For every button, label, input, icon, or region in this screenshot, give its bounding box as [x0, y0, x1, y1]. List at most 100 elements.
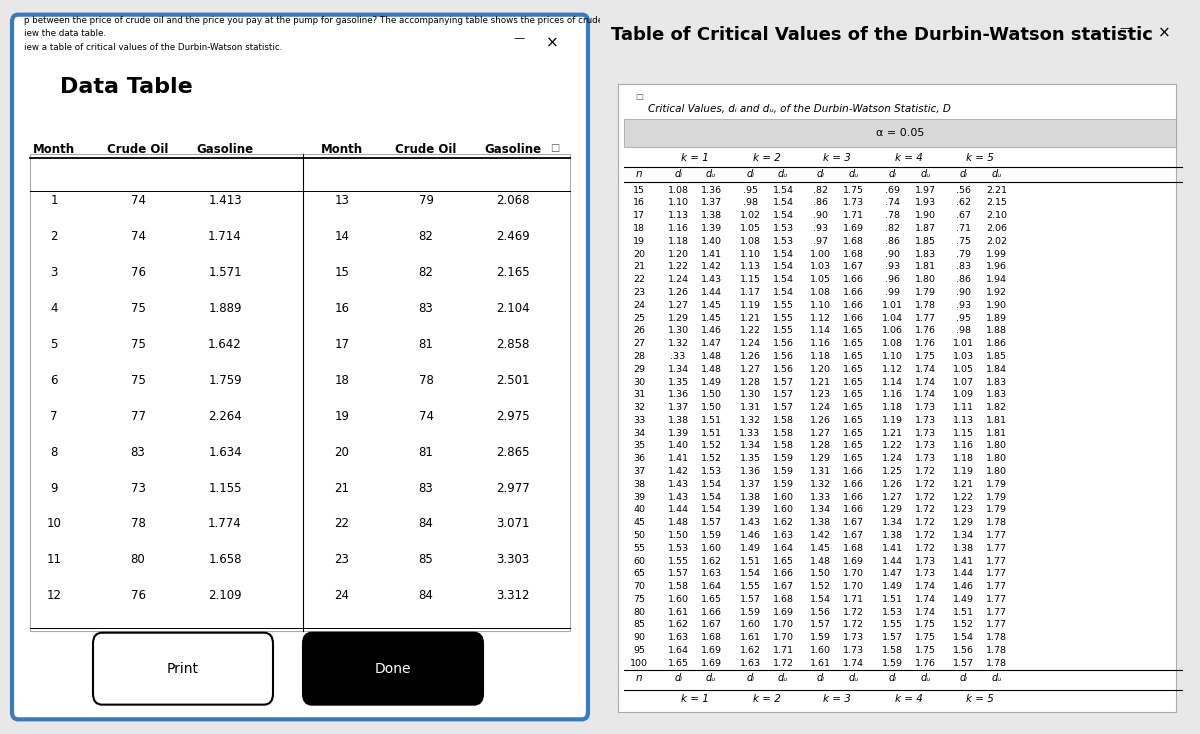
Text: 50: 50	[634, 531, 646, 540]
Text: 1.87: 1.87	[914, 224, 936, 233]
Text: 1.34: 1.34	[739, 441, 761, 451]
Text: 1.02: 1.02	[739, 211, 761, 220]
Text: 1.25: 1.25	[882, 467, 902, 476]
Text: 1.24: 1.24	[810, 403, 832, 412]
Text: 34: 34	[632, 429, 646, 437]
Text: 1.12: 1.12	[810, 313, 832, 322]
Text: 3.312: 3.312	[497, 589, 529, 603]
Text: Data Table: Data Table	[60, 77, 193, 97]
Text: 73: 73	[131, 482, 145, 495]
Text: .90: .90	[956, 288, 971, 297]
Text: 2.264: 2.264	[208, 410, 242, 423]
Text: 1.49: 1.49	[701, 377, 721, 387]
Text: dₗ: dₗ	[674, 169, 682, 179]
Text: 1.64: 1.64	[701, 582, 721, 591]
Text: 1.71: 1.71	[844, 211, 864, 220]
Text: 14: 14	[335, 230, 349, 243]
Text: 1.889: 1.889	[209, 302, 241, 315]
Text: 38: 38	[632, 480, 646, 489]
Text: 1.57: 1.57	[667, 570, 689, 578]
Text: 1.15: 1.15	[953, 429, 974, 437]
Text: 2.21: 2.21	[986, 186, 1007, 195]
Text: 65: 65	[634, 570, 646, 578]
Text: 1.80: 1.80	[914, 275, 936, 284]
Text: k = 4: k = 4	[895, 694, 923, 704]
Text: 1.77: 1.77	[986, 556, 1007, 565]
Text: 1.34: 1.34	[953, 531, 974, 540]
Text: 1.35: 1.35	[667, 377, 689, 387]
Text: 1.59: 1.59	[773, 454, 793, 463]
Text: 1.14: 1.14	[882, 377, 902, 387]
Text: .86: .86	[814, 198, 828, 208]
Text: 74: 74	[419, 410, 433, 423]
Text: 1.68: 1.68	[844, 237, 864, 246]
Text: 1.49: 1.49	[739, 544, 761, 553]
Text: 1.54: 1.54	[773, 263, 793, 272]
Text: 1.57: 1.57	[810, 620, 832, 630]
Text: .75: .75	[956, 237, 971, 246]
Text: 1.57: 1.57	[773, 377, 793, 387]
Text: 1.62: 1.62	[701, 556, 721, 565]
Text: 1.01: 1.01	[953, 339, 974, 348]
Text: 1.53: 1.53	[773, 237, 793, 246]
Text: 1.58: 1.58	[773, 429, 793, 437]
Text: 1.73: 1.73	[844, 633, 864, 642]
Text: 55: 55	[634, 544, 646, 553]
Text: 1.03: 1.03	[810, 263, 832, 272]
Text: 1.99: 1.99	[986, 250, 1007, 258]
Text: 1.37: 1.37	[701, 198, 721, 208]
Text: 1.54: 1.54	[773, 275, 793, 284]
Text: 5: 5	[50, 338, 58, 351]
Text: 1.44: 1.44	[953, 570, 974, 578]
Text: 22: 22	[634, 275, 646, 284]
Text: 8: 8	[50, 446, 58, 459]
Text: .90: .90	[884, 250, 900, 258]
Text: 1.67: 1.67	[844, 263, 864, 272]
Text: 1.05: 1.05	[810, 275, 832, 284]
Text: 1.65: 1.65	[844, 377, 864, 387]
Text: 1.31: 1.31	[810, 467, 832, 476]
Text: 1.53: 1.53	[667, 544, 689, 553]
Text: dᵤ: dᵤ	[920, 169, 930, 179]
Text: 1.93: 1.93	[914, 198, 936, 208]
Text: k = 2: k = 2	[752, 694, 780, 704]
Text: 1.26: 1.26	[810, 416, 832, 425]
Text: 1.69: 1.69	[844, 556, 864, 565]
Text: 1.28: 1.28	[810, 441, 832, 451]
Text: 1.50: 1.50	[667, 531, 689, 540]
Text: 1.21: 1.21	[953, 480, 974, 489]
Text: 1.21: 1.21	[882, 429, 902, 437]
Text: 1.08: 1.08	[739, 237, 761, 246]
Text: 1.61: 1.61	[667, 608, 689, 617]
Text: 1.34: 1.34	[667, 365, 689, 374]
Text: 1.43: 1.43	[739, 518, 761, 527]
Text: 1.22: 1.22	[667, 263, 689, 272]
Text: 1.90: 1.90	[914, 211, 936, 220]
Text: .98: .98	[956, 327, 971, 335]
Text: 1.92: 1.92	[986, 288, 1007, 297]
Text: 1.70: 1.70	[773, 620, 793, 630]
Text: 1.78: 1.78	[986, 633, 1007, 642]
Text: 33: 33	[632, 416, 646, 425]
Text: 74: 74	[131, 194, 145, 207]
Text: 1.09: 1.09	[953, 390, 974, 399]
Text: Critical Values, dₗ and dᵤ, of the Durbin-Watson Statistic, D: Critical Values, dₗ and dᵤ, of the Durbi…	[648, 104, 950, 115]
Text: Gasoline: Gasoline	[197, 142, 253, 156]
Text: 1.39: 1.39	[739, 506, 761, 515]
FancyBboxPatch shape	[624, 119, 1176, 147]
Text: 1.33: 1.33	[810, 493, 832, 501]
Text: 1.61: 1.61	[739, 633, 761, 642]
Text: 76: 76	[131, 589, 145, 603]
Text: 1.65: 1.65	[844, 327, 864, 335]
Text: 1.72: 1.72	[914, 467, 936, 476]
Text: 1.72: 1.72	[914, 506, 936, 515]
Text: dₗ: dₗ	[888, 673, 896, 683]
Text: 1.49: 1.49	[882, 582, 902, 591]
Text: 90: 90	[634, 633, 646, 642]
Text: 1.42: 1.42	[667, 467, 689, 476]
Text: 1.714: 1.714	[208, 230, 242, 243]
Text: k = 1: k = 1	[680, 153, 708, 163]
Text: 1.03: 1.03	[953, 352, 974, 361]
Text: 81: 81	[419, 446, 433, 459]
Text: 1.73: 1.73	[914, 556, 936, 565]
